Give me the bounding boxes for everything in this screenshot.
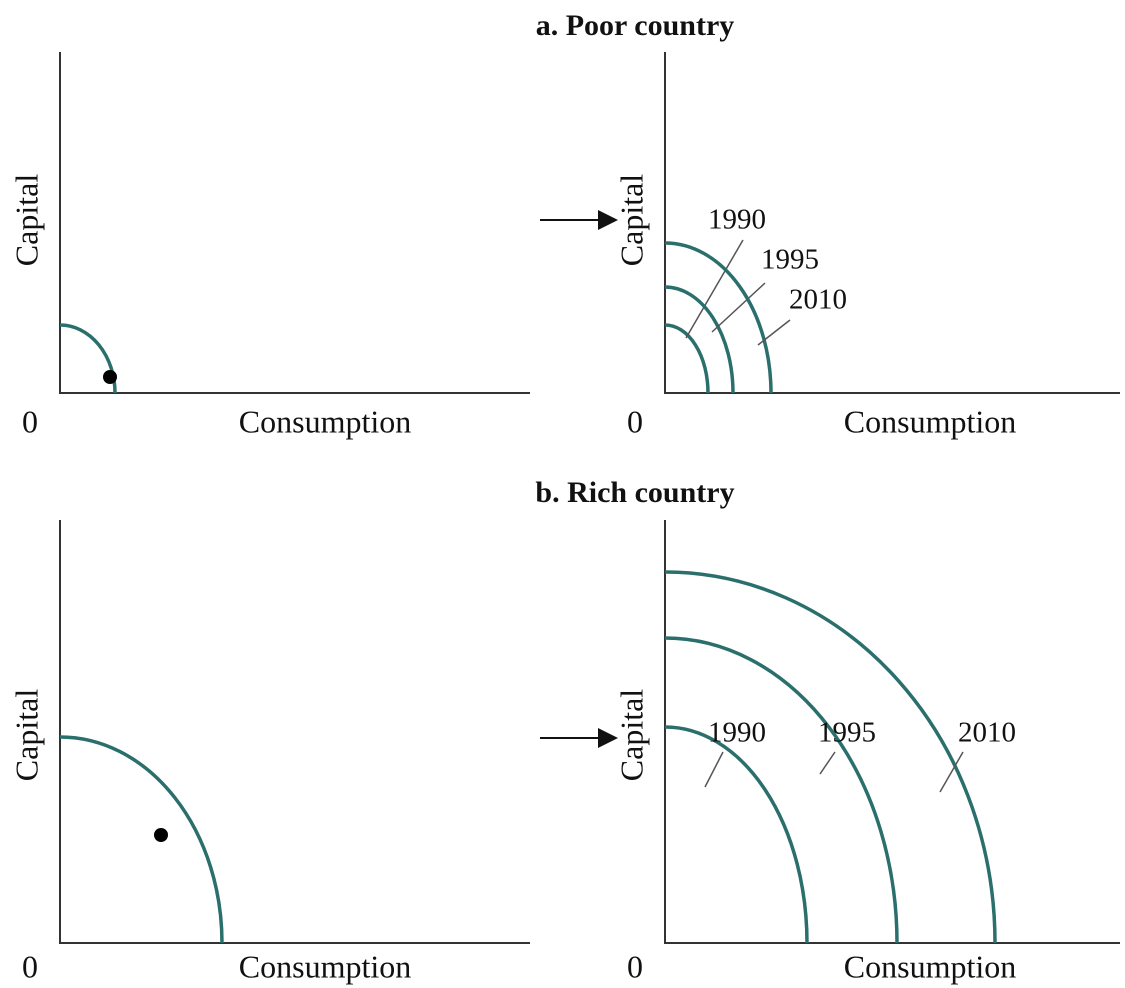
year-label: 1995: [818, 717, 876, 749]
origin-label: 0: [22, 948, 38, 984]
axes: [59, 52, 530, 394]
leader-line: [819, 751, 836, 775]
y-axis-label: Capital: [613, 689, 649, 782]
origin-label: 0: [627, 948, 643, 984]
section-title: b. Rich country: [535, 476, 734, 509]
ppf-curve: [664, 241, 773, 394]
year-label: 1990: [708, 204, 766, 236]
axes: [664, 520, 1120, 944]
ppf-curve: [59, 735, 224, 944]
y-axis-label: Capital: [8, 689, 44, 782]
leader-line: [939, 751, 964, 793]
year-label: 1990: [708, 717, 766, 749]
x-axis-label: Consumption: [239, 403, 411, 439]
leader-line: [685, 239, 744, 339]
axes: [59, 520, 530, 944]
origin-label: 0: [22, 403, 38, 439]
production-point: [154, 828, 168, 842]
ppf-curve: [664, 636, 899, 944]
ppf-curve: [664, 570, 997, 944]
origin-label: 0: [627, 403, 643, 439]
year-label: 1995: [761, 244, 819, 276]
production-point: [103, 370, 117, 384]
x-axis-label: Consumption: [844, 948, 1016, 984]
y-axis-label: Capital: [613, 174, 649, 267]
x-axis-label: Consumption: [239, 948, 411, 984]
y-axis-label: Capital: [8, 174, 44, 267]
x-axis-label: Consumption: [844, 403, 1016, 439]
leader-line: [704, 751, 724, 788]
ppf-curve: [664, 725, 809, 944]
year-label: 2010: [789, 284, 847, 316]
leader-line: [757, 319, 791, 346]
year-label: 2010: [958, 717, 1016, 749]
axes: [664, 52, 1120, 394]
leader-line: [711, 282, 766, 333]
ppf-curve: [664, 285, 735, 394]
section-title: a. Poor country: [536, 9, 735, 42]
ppf-curve: [664, 323, 710, 394]
